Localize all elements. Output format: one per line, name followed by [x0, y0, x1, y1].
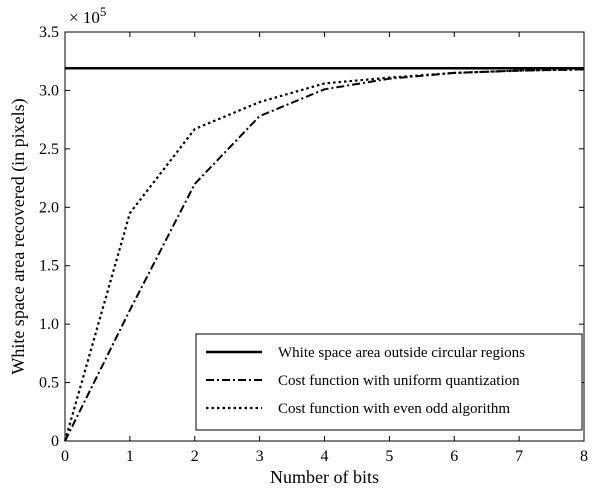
- series-lines: [63, 66, 585, 442]
- x-tick-label: 1: [126, 448, 134, 465]
- y-axis-ticks: 0 0.5 1.0 1.5 2.0 2.5 3.0 3.5: [39, 24, 584, 450]
- y-tick-label: 2.0: [39, 199, 59, 216]
- y-tick-label: 1.5: [39, 258, 59, 275]
- y-axis-multiplier-base: × 10: [69, 8, 100, 27]
- y-tick-label: 0.5: [39, 375, 59, 392]
- legend: White space area outside circular region…: [195, 333, 583, 431]
- x-tick-label: 4: [321, 448, 329, 465]
- x-axis-label: Number of bits: [270, 467, 379, 487]
- series-line-2: [64, 68, 585, 442]
- legend-label-2: Cost function with uniform quantization: [278, 373, 520, 389]
- y-tick-label: 3.0: [39, 82, 59, 99]
- x-tick-label: 7: [515, 448, 523, 465]
- x-tick-label: 8: [580, 448, 588, 465]
- y-tick-label: 3.5: [39, 24, 59, 41]
- x-axis-ticks: 0 1 2 3 4 5 6 7 8: [61, 32, 588, 465]
- y-axis-multiplier-exponent: 5: [100, 4, 107, 19]
- series-line-3: [63, 68, 585, 442]
- y-axis-label: White space area recovered (in pixels): [8, 98, 29, 374]
- x-tick-label: 6: [450, 448, 458, 465]
- x-tick-label: 5: [385, 448, 393, 465]
- legend-label-1: White space area outside circular region…: [278, 345, 525, 361]
- y-tick-label: 2.5: [39, 141, 59, 158]
- y-tick-label: 0: [51, 433, 59, 450]
- x-tick-label: 3: [256, 448, 264, 465]
- legend-label-3: Cost function with even odd algorithm: [278, 401, 510, 417]
- y-tick-label: 1.0: [39, 316, 59, 333]
- x-tick-label: 0: [61, 448, 69, 465]
- legend-box: [195, 333, 583, 431]
- x-tick-label: 2: [191, 448, 199, 465]
- y-axis-multiplier: × 105: [69, 4, 106, 27]
